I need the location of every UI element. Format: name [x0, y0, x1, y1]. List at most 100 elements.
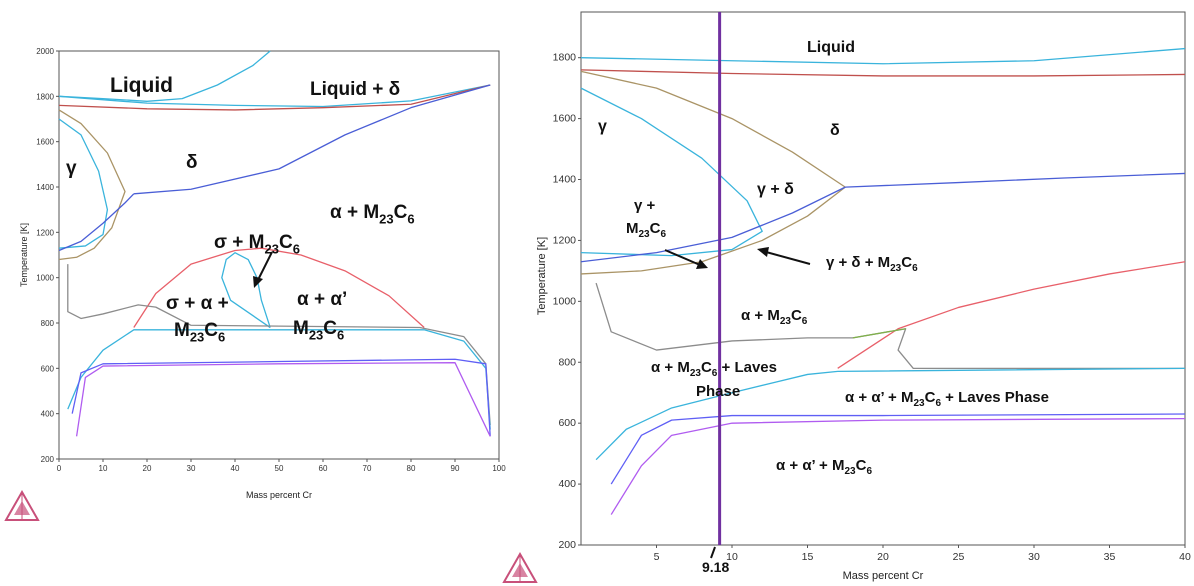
series-line-sigma_dome	[133, 247, 425, 329]
left-y-axis-label: Temperature [K]	[19, 223, 29, 287]
y-tick-label: 1600	[553, 113, 577, 125]
series-line-solidus	[58, 84, 491, 111]
x-tick-label: 80	[407, 464, 416, 473]
series-line-alpha_prime	[595, 282, 1185, 369]
series-line-sigma_boundary	[837, 261, 1186, 369]
x-tick-label: 60	[319, 464, 328, 473]
x-tick-label: 70	[363, 464, 372, 473]
region-label-alpha-m23c6: α + M23C6	[741, 307, 808, 327]
composition-marker-label: 9.18	[702, 559, 729, 575]
region-label-alpha-m23c6-laves-b: Phase	[696, 383, 740, 400]
region-label-alpha-alphaprime-b: M23C6	[293, 318, 344, 342]
x-tick-label: 50	[275, 464, 284, 473]
y-tick-label: 400	[558, 478, 576, 490]
left-phase-diagram: 0 10 20 30 40 50 60 70 80 90 100 200 400 600 800 1000 12…	[19, 47, 506, 500]
region-label-gamma-m23c6-a: γ +	[634, 197, 656, 214]
left-ticks-group: 0 10 20 30 40 50 60 70 80 90 100 200 400 600 800 1000 12…	[36, 47, 506, 473]
series-line-violet_line	[610, 417, 1186, 515]
y-tick-label: 1800	[36, 92, 54, 101]
series-line-liquidus_low	[58, 84, 491, 108]
thermo-calc-logo-icon	[4, 489, 40, 521]
right-region-labels: Liquid γ δ γ + δ γ + M23C6 γ + δ + M23C6 α + M2…	[598, 39, 1049, 477]
series-line-delta_alpha	[133, 84, 491, 195]
right-x-axis-label: Mass percent Cr	[843, 570, 924, 582]
y-tick-label: 1400	[36, 183, 54, 192]
right-gamma-m23c6-arrow-head	[696, 259, 708, 269]
x-tick-label: 20	[143, 464, 152, 473]
y-tick-label: 400	[41, 410, 55, 419]
y-tick-label: 200	[558, 539, 576, 551]
x-tick-label: 5	[654, 551, 660, 563]
left-region-labels: Liquid Liquid + δ γ δ α + M23C6 σ + M23C6 σ + …	[66, 74, 415, 344]
marker-arrow	[710, 546, 716, 559]
region-label-liquid-delta: Liquid + δ	[310, 79, 400, 100]
x-tick-label: 0	[57, 464, 62, 473]
x-tick-label: 100	[492, 464, 506, 473]
y-tick-label: 2000	[36, 47, 54, 56]
region-label-liquid: Liquid	[110, 74, 173, 97]
left-sigma-arrow	[257, 251, 273, 281]
y-tick-label: 600	[41, 364, 55, 373]
right-y-axis-label: Temperature [K]	[536, 237, 548, 315]
region-label-liquid: Liquid	[807, 39, 855, 56]
y-tick-label: 1400	[553, 174, 577, 186]
x-tick-label: 20	[877, 551, 889, 563]
x-tick-label: 35	[1104, 551, 1116, 563]
region-label-alpha-alphaprime-m23c6-laves: α + α’ + M23C6 + Laves Phase	[845, 389, 1049, 409]
y-tick-label: 1600	[36, 138, 54, 147]
region-label-sigma-alpha-m23c6-a: σ + α +	[166, 293, 229, 314]
y-tick-label: 800	[558, 356, 576, 368]
right-gamma-m23c6-arrow	[664, 249, 701, 266]
right-ticks-group: 5 10 15 20 25 30 35 40 200 400 600 800 1000 1200 1400 1…	[553, 52, 1191, 563]
y-tick-label: 1000	[553, 295, 577, 307]
y-tick-label: 600	[558, 417, 576, 429]
region-label-sigma-m23c6: σ + M23C6	[214, 232, 300, 256]
x-tick-label: 90	[451, 464, 460, 473]
y-tick-label: 1000	[36, 274, 54, 283]
region-label-gamma: γ	[598, 118, 607, 135]
x-tick-label: 30	[187, 464, 196, 473]
region-label-gamma: γ	[66, 158, 77, 179]
right-gamma-delta-m23c6-arrow	[765, 251, 811, 265]
right-plot-frame	[580, 11, 1186, 546]
x-tick-label: 40	[1179, 551, 1191, 563]
region-label-gamma-m23c6-b: M23C6	[626, 220, 666, 240]
region-label-alpha-alphaprime-a: α + α’	[297, 289, 347, 310]
series-line-gamma_m23c6	[580, 186, 846, 263]
series-line-gamma_loop_inner	[58, 118, 109, 249]
region-label-gamma-delta: γ + δ	[757, 181, 794, 198]
series-line-gamma_loop_outer	[580, 70, 846, 275]
series-line-gamma_loop_inner	[580, 87, 763, 257]
right-phase-diagram: 5 10 15 20 25 30 35 40 200 400 600 800 1000 1200 1400 1…	[536, 11, 1191, 582]
thermo-calc-logo-icon	[502, 551, 538, 583]
region-label-alpha-m23c6-laves-a: α + M23C6 + Laves	[651, 359, 777, 379]
y-tick-label: 1800	[553, 52, 577, 64]
y-tick-label: 800	[41, 319, 55, 328]
x-tick-label: 15	[802, 551, 814, 563]
series-line-alpha_prime_dome	[67, 264, 491, 426]
right-series-group	[580, 47, 1186, 515]
region-label-alpha-alphaprime-m23c6: α + α’ + M23C6	[776, 457, 872, 477]
series-line-m23c6_solvus	[595, 367, 1186, 461]
x-tick-label: 10	[99, 464, 108, 473]
left-x-axis-label: Mass percent Cr	[246, 490, 312, 500]
left-sigma-arrow-head	[253, 276, 263, 288]
series-line-delta_alpha	[845, 172, 1186, 188]
series-line-low_line	[71, 358, 491, 437]
x-tick-label: 30	[1028, 551, 1040, 563]
x-tick-label: 40	[231, 464, 240, 473]
region-label-delta: δ	[186, 152, 198, 173]
right-gamma-delta-m23c6-arrow-head	[757, 247, 769, 257]
series-line-liquidus	[580, 47, 1186, 65]
series-line-low_line	[610, 413, 1186, 485]
y-tick-label: 200	[41, 455, 55, 464]
series-line-gamma_m23c6_line	[58, 193, 135, 252]
x-tick-label: 25	[953, 551, 965, 563]
y-tick-label: 1200	[553, 234, 577, 246]
series-line-sigma_inner_loop	[221, 252, 271, 329]
y-tick-label: 1200	[36, 228, 54, 237]
region-label-alpha-m23c6: α + M23C6	[330, 202, 415, 226]
region-label-gamma-delta-m23c6: γ + δ + M23C6	[826, 254, 918, 274]
x-tick-label: 10	[726, 551, 738, 563]
